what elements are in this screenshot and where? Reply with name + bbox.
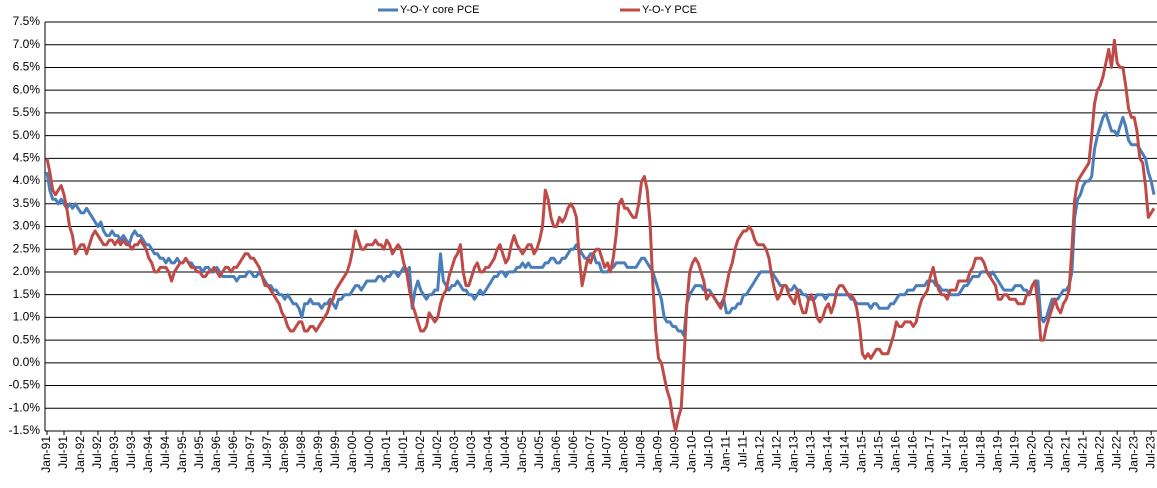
- x-tick-label: Jan-18: [956, 436, 970, 473]
- x-tick-label: Jul-97: [260, 436, 274, 469]
- x-tick-label: Jan-09: [651, 436, 665, 473]
- legend-item: Y-O-Y core PCE: [378, 4, 479, 16]
- x-tick-label: Jul-02: [430, 436, 444, 469]
- x-tick-label: Jul-08: [634, 436, 648, 469]
- x-tick-label: Jul-00: [362, 436, 376, 469]
- x-tick-label: Jul-17: [939, 436, 953, 469]
- y-tick-label: 3.0%: [13, 219, 41, 233]
- x-tick-label: Jan-06: [549, 436, 563, 473]
- x-tick-label: Jan-16: [889, 436, 903, 473]
- x-tick-label: Jan-92: [73, 436, 87, 473]
- x-tick-label: Jan-17: [923, 436, 937, 473]
- x-tick-label: Jul-07: [600, 436, 614, 469]
- y-tick-label: 6.0%: [13, 82, 41, 96]
- x-tick-label: Jan-15: [855, 436, 869, 473]
- x-tick-label: Jul-13: [804, 436, 818, 469]
- x-tick-label: Jul-14: [838, 436, 852, 469]
- x-tick-label: Jan-91: [39, 436, 53, 473]
- x-tick-label: Jul-99: [328, 436, 342, 469]
- x-tick-label: Jul-98: [294, 436, 308, 469]
- y-tick-label: 4.0%: [13, 173, 41, 187]
- x-tick-label: Jul-09: [668, 436, 682, 469]
- y-tick-label: -0.5%: [9, 378, 41, 392]
- x-tick-label: Jan-20: [1024, 436, 1038, 473]
- y-tick-label: 5.5%: [13, 105, 41, 119]
- x-tick-label: Jul-16: [906, 436, 920, 469]
- series-line: [45, 111, 1156, 338]
- x-tick-label: Jul-95: [192, 436, 206, 469]
- x-tick-label: Jan-19: [990, 436, 1004, 473]
- y-tick-label: 7.5%: [13, 14, 41, 28]
- y-tick-label: 6.5%: [13, 60, 41, 74]
- x-tick-label: Jul-96: [226, 436, 240, 469]
- x-tick-label: Jan-94: [141, 436, 155, 473]
- y-tick-label: -1.5%: [9, 423, 41, 437]
- x-tick-label: Jan-07: [583, 436, 597, 473]
- y-tick-label: 4.5%: [13, 151, 41, 165]
- x-tick-label: Jan-01: [379, 436, 393, 473]
- x-tick-label: Jul-01: [396, 436, 410, 469]
- y-tick-label: 0.0%: [13, 355, 41, 369]
- series-line: [45, 38, 1156, 433]
- y-tick-label: 2.5%: [13, 241, 41, 255]
- y-tick-label: 0.5%: [13, 332, 41, 346]
- x-tick-label: Jan-04: [481, 436, 495, 473]
- legend-item: Y-O-Y PCE: [620, 4, 697, 16]
- x-tick-label: Jul-23: [1143, 436, 1157, 469]
- x-tick-label: Jan-14: [821, 436, 835, 473]
- x-tick-label: Jan-93: [107, 436, 121, 473]
- x-tick-label: Jan-12: [753, 436, 767, 473]
- y-tick-label: 1.5%: [13, 287, 41, 301]
- x-tick-label: Jan-02: [413, 436, 427, 473]
- x-tick-label: Jan-95: [175, 436, 189, 473]
- x-tick-label: Jul-91: [56, 436, 70, 469]
- legend-label: Y-O-Y core PCE: [400, 4, 479, 16]
- y-tick-label: 5.0%: [13, 128, 41, 142]
- x-tick-label: Jan-23: [1126, 436, 1140, 473]
- x-tick-label: Jul-20: [1041, 436, 1055, 469]
- x-tick-label: Jul-92: [90, 436, 104, 469]
- x-tick-label: Jul-03: [464, 436, 478, 469]
- x-tick-label: Jan-05: [515, 436, 529, 473]
- y-tick-label: -1.0%: [9, 400, 41, 414]
- x-tick-label: Jan-22: [1092, 436, 1106, 473]
- x-tick-label: Jan-13: [787, 436, 801, 473]
- x-tick-label: Jan-08: [617, 436, 631, 473]
- x-tick-label: Jan-96: [209, 436, 223, 473]
- y-tick-label: 7.0%: [13, 37, 41, 51]
- x-tick-label: Jan-03: [447, 436, 461, 473]
- x-tick-label: Jan-99: [311, 436, 325, 473]
- y-tick-label: 3.5%: [13, 196, 41, 210]
- x-tick-label: Jul-93: [124, 436, 138, 469]
- x-tick-label: Jul-15: [872, 436, 886, 469]
- x-tick-label: Jul-21: [1075, 436, 1089, 469]
- x-tick-label: Jul-06: [566, 436, 580, 469]
- x-tick-label: Jul-04: [498, 436, 512, 469]
- x-tick-label: Jan-98: [277, 436, 291, 473]
- x-tick-label: Jan-10: [685, 436, 699, 473]
- x-tick-label: Jul-12: [770, 436, 784, 469]
- x-tick-label: Jul-22: [1109, 436, 1123, 469]
- x-tick-label: Jul-05: [532, 436, 546, 469]
- x-tick-label: Jul-10: [702, 436, 716, 469]
- legend-label: Y-O-Y PCE: [642, 4, 697, 16]
- x-tick-label: Jul-18: [973, 436, 987, 469]
- x-tick-label: Jan-21: [1058, 436, 1072, 473]
- x-tick-label: Jul-94: [158, 436, 172, 469]
- y-tick-label: 1.0%: [13, 310, 41, 324]
- x-tick-label: Jul-11: [736, 436, 750, 468]
- x-tick-label: Jul-19: [1007, 436, 1021, 469]
- y-tick-label: 2.0%: [13, 264, 41, 278]
- x-tick-label: Jan-97: [243, 436, 257, 473]
- x-tick-label: Jan-11: [719, 436, 733, 472]
- x-tick-label: Jan-00: [345, 436, 359, 473]
